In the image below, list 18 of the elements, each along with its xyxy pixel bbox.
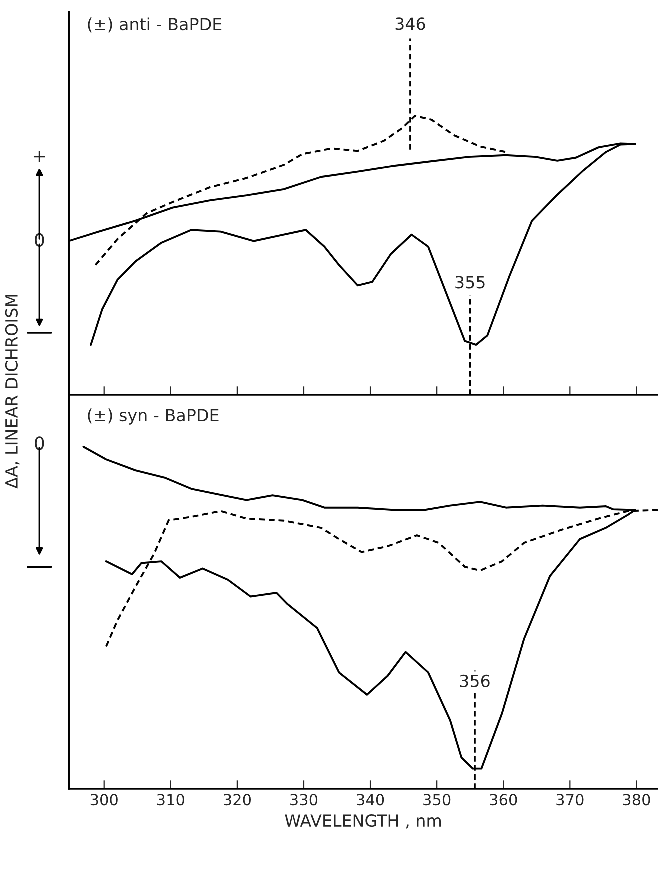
text: 0: [35, 436, 44, 450]
x-tick-label: 370: [556, 794, 584, 806]
ref-line-label: 346: [396, 18, 426, 30]
text: +: [34, 151, 46, 163]
x-tick-label: 330: [290, 794, 318, 806]
x-tick-label: 360: [490, 794, 518, 806]
chart-title: (±) anti - BaPDE: [88, 18, 222, 33]
x-tick-label: 320: [224, 794, 252, 806]
x-tick-label: 340: [357, 794, 384, 806]
x-tick-label: 380: [623, 794, 650, 806]
chart-title: (±) syn - BaPDE: [88, 408, 219, 425]
ref-line-label: 355: [456, 276, 485, 289]
x-tick-label: 300: [90, 794, 118, 806]
x-axis-title: WAVELENGTH , nm: [285, 814, 442, 829]
ref-line-label: 356: [460, 674, 490, 688]
y-axis-title: ΔA, LINEAR DICHROISM: [5, 295, 20, 489]
x-tick-label: 310: [157, 794, 184, 806]
x-tick-label: 350: [424, 794, 451, 806]
